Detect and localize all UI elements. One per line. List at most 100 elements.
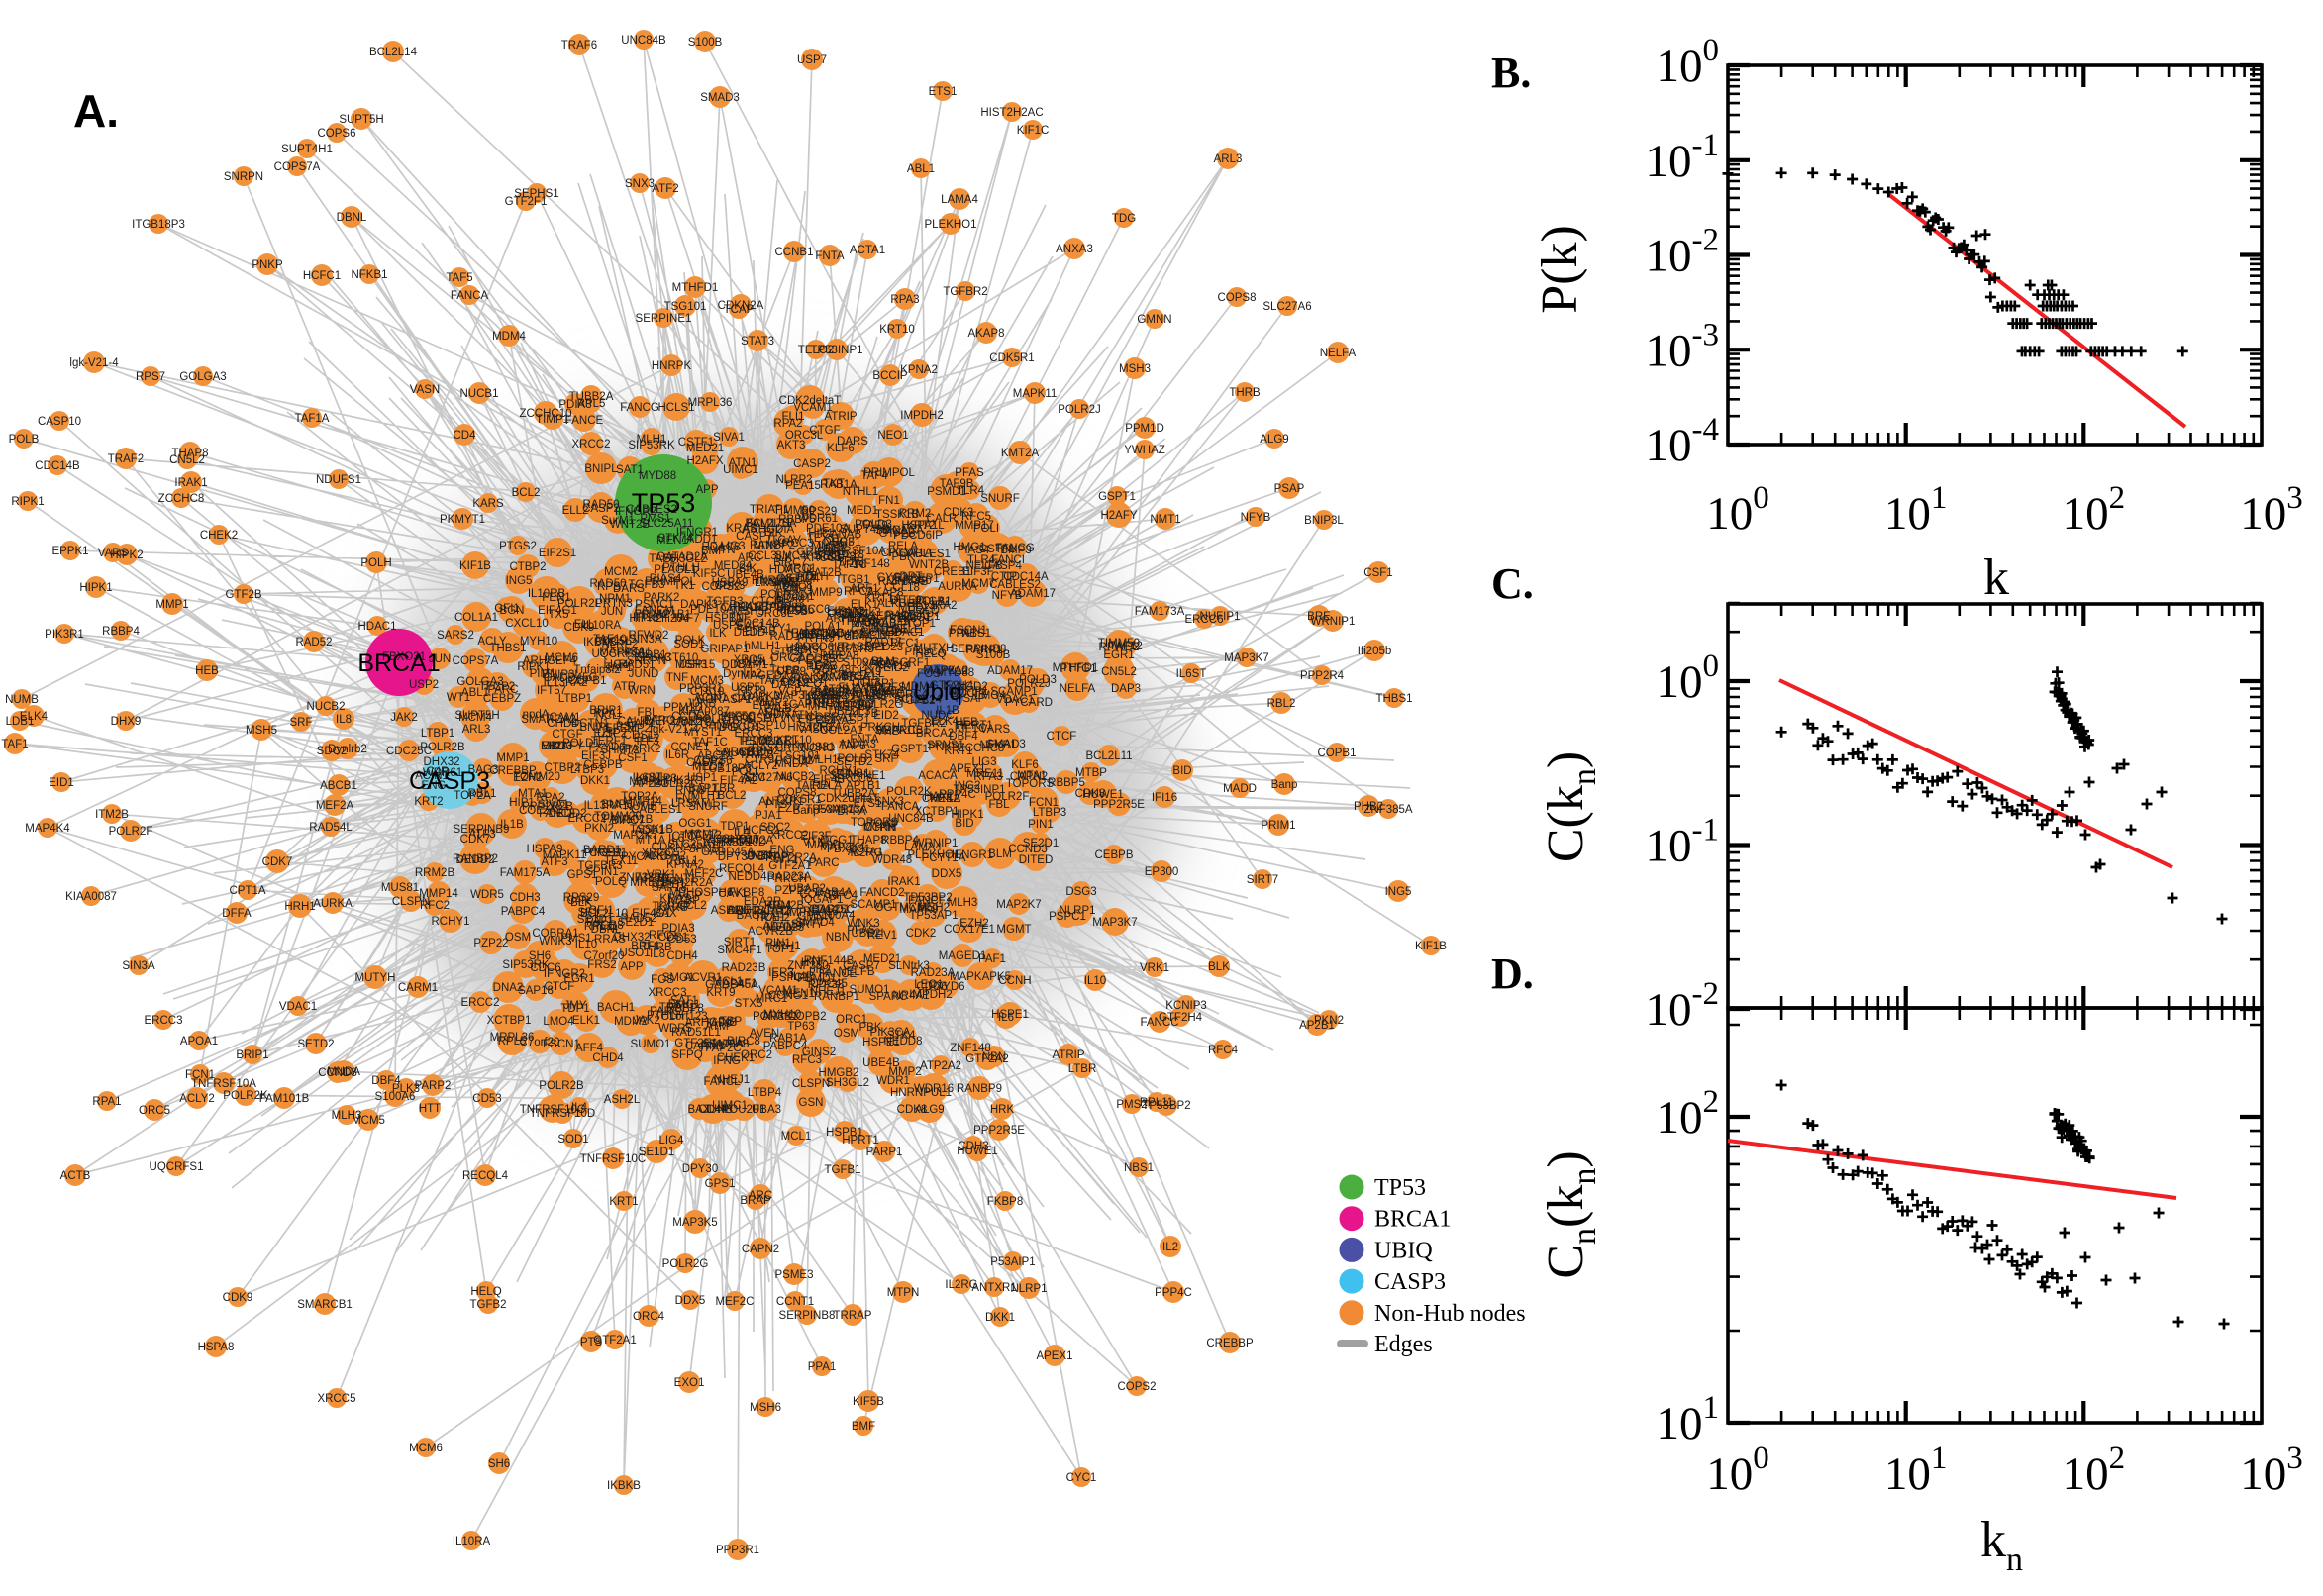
svg-text:TP53: TP53: [1374, 1175, 1426, 1201]
svg-text:SPARC: SPARC: [869, 991, 908, 1003]
svg-text:KRT2: KRT2: [414, 796, 443, 808]
svg-text:CTCF: CTCF: [1047, 731, 1077, 743]
svg-text:HMG1: HMG1: [953, 542, 985, 553]
svg-text:ILK: ILK: [709, 628, 727, 640]
svg-text:MRC1: MRC1: [756, 993, 788, 1005]
svg-text:ZNF350: ZNF350: [787, 960, 829, 972]
svg-text:KIF5B: KIF5B: [853, 1396, 884, 1408]
svg-text:BCL2L11: BCL2L11: [745, 518, 791, 530]
svg-text:RAB4A: RAB4A: [815, 887, 853, 899]
svg-text:BRCA2: BRCA2: [916, 728, 954, 740]
svg-text:H2AFX: H2AFX: [686, 455, 723, 467]
svg-text:BRF1: BRF1: [631, 941, 659, 952]
svg-text:FNTA: FNTA: [815, 250, 845, 262]
svg-text:KMT2A: KMT2A: [1001, 448, 1040, 459]
svg-text:SMAD3: SMAD3: [700, 92, 740, 104]
svg-text:CAPN2: CAPN2: [742, 1244, 779, 1255]
svg-text:MDM4: MDM4: [492, 331, 526, 343]
svg-text:ITM2B: ITM2B: [95, 809, 129, 821]
svg-text:APP: APP: [620, 961, 643, 973]
svg-text:EZH2: EZH2: [960, 918, 988, 930]
svg-text:k: k: [1983, 549, 2009, 606]
svg-text:RELA: RELA: [888, 541, 918, 552]
svg-text:S100A4: S100A4: [815, 910, 857, 922]
svg-text:THRB: THRB: [1229, 387, 1261, 399]
svg-text:PEX5: PEX5: [806, 661, 835, 673]
svg-text:H2AFY: H2AFY: [547, 741, 583, 752]
svg-text:PPP3R1: PPP3R1: [716, 1545, 759, 1556]
svg-text:CSF1: CSF1: [1364, 567, 1392, 579]
svg-text:SIVA1: SIVA1: [713, 432, 745, 444]
svg-text:ELL2: ELL2: [562, 505, 589, 517]
svg-text:RRAS: RRAS: [594, 934, 626, 946]
svg-text:IL4: IL4: [571, 1102, 588, 1114]
svg-text:ING2: ING2: [955, 780, 981, 792]
svg-text:KAT2B: KAT2B: [814, 684, 850, 696]
svg-text:RPS29: RPS29: [563, 892, 599, 904]
svg-text:FN1: FN1: [878, 495, 900, 507]
svg-text:IRAK1: IRAK1: [174, 477, 207, 489]
svg-text:LAMA4: LAMA4: [941, 194, 978, 206]
svg-text:AP1B1: AP1B1: [846, 780, 881, 792]
svg-text:101: 101: [1884, 1441, 1948, 1500]
svg-text:HDAC11: HDAC11: [769, 564, 814, 576]
svg-text:UNC84B: UNC84B: [621, 35, 666, 47]
svg-text:IFT57: IFT57: [537, 685, 566, 697]
svg-text:PAF1: PAF1: [978, 953, 1006, 965]
svg-text:CEBPB: CEBPB: [1095, 849, 1134, 861]
svg-text:10-2: 10-2: [1646, 976, 1720, 1036]
svg-text:POLD3: POLD3: [1019, 674, 1057, 686]
svg-text:NEIL1: NEIL1: [744, 656, 775, 668]
svg-text:MCM6: MCM6: [409, 1443, 443, 1454]
svg-text:PABPC4: PABPC4: [501, 906, 546, 918]
svg-text:APP: APP: [695, 484, 718, 496]
svg-text:100: 100: [1657, 648, 1720, 708]
svg-text:EIF4G1: EIF4G1: [538, 605, 577, 617]
svg-text:POLR2J: POLR2J: [1058, 404, 1100, 416]
svg-text:RBBP4: RBBP4: [102, 626, 140, 638]
svg-text:MED1: MED1: [692, 761, 724, 773]
svg-text:TRRAP: TRRAP: [834, 1310, 872, 1322]
svg-text:CXCL10: CXCL10: [505, 618, 548, 630]
svg-text:EAF1: EAF1: [737, 621, 765, 633]
svg-text:TSSK1B: TSSK1B: [875, 509, 919, 521]
svg-text:Dynlrb2: Dynlrb2: [328, 744, 367, 755]
svg-text:COL1A1: COL1A1: [454, 612, 498, 624]
svg-text:MEF2A: MEF2A: [316, 800, 354, 812]
svg-text:TAF9: TAF9: [704, 1018, 731, 1030]
svg-text:PDIA3: PDIA3: [558, 399, 591, 411]
svg-text:ARF1: ARF1: [834, 701, 862, 713]
svg-text:USP15: USP15: [679, 659, 715, 671]
svg-text:PPP2R2A: PPP2R2A: [765, 852, 817, 864]
svg-text:AP2B1: AP2B1: [1299, 1020, 1335, 1032]
svg-text:BCL2L10: BCL2L10: [580, 908, 628, 920]
svg-text:MUTYH: MUTYH: [355, 972, 396, 984]
svg-text:CASP3: CASP3: [409, 767, 490, 795]
svg-text:HIST2H2AC: HIST2H2AC: [980, 107, 1043, 119]
svg-text:AVEN: AVEN: [750, 1028, 779, 1040]
svg-text:NELFA: NELFA: [1320, 348, 1357, 359]
svg-text:SEPHS1: SEPHS1: [514, 188, 558, 200]
svg-text:LIG4: LIG4: [659, 1135, 685, 1147]
svg-text:RPS29: RPS29: [801, 506, 837, 518]
svg-text:EIF4A2: EIF4A2: [720, 775, 758, 787]
svg-text:TRAF6: TRAF6: [561, 40, 597, 51]
svg-text:Dynlrb2: Dynlrb2: [723, 668, 762, 680]
svg-text:SNURF: SNURF: [980, 493, 1020, 505]
svg-text:SNX3: SNX3: [625, 178, 655, 190]
svg-text:TIMP1: TIMP1: [536, 414, 569, 426]
svg-text:RAD23A: RAD23A: [911, 967, 956, 979]
svg-text:Ubiq: Ubiq: [913, 679, 961, 706]
svg-text:CHEK2: CHEK2: [200, 530, 238, 542]
svg-text:ARL3: ARL3: [462, 724, 491, 736]
svg-text:ATRIP: ATRIP: [1052, 1049, 1084, 1061]
svg-text:XRCC3: XRCC3: [649, 987, 687, 999]
svg-text:PIK3CA: PIK3CA: [870, 1027, 911, 1039]
svg-text:LTBP3: LTBP3: [1033, 807, 1066, 819]
svg-text:TGFB2: TGFB2: [469, 1299, 506, 1311]
svg-text:PEA15: PEA15: [785, 480, 821, 492]
svg-text:CARM1: CARM1: [398, 982, 438, 994]
svg-text:POLB: POLB: [838, 753, 868, 765]
svg-text:ELK1: ELK1: [572, 1015, 600, 1027]
svg-text:COPS7A: COPS7A: [274, 161, 321, 173]
